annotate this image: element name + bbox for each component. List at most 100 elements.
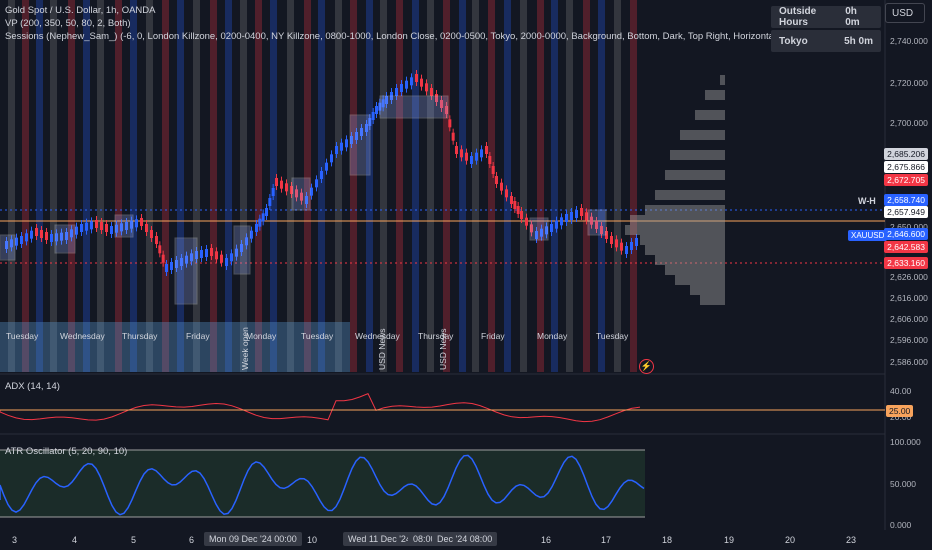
session-band bbox=[520, 0, 527, 372]
price-axis-label: 2,700.000 bbox=[890, 118, 928, 128]
usd-news-label: USD News bbox=[377, 328, 387, 370]
range-box bbox=[291, 177, 311, 211]
session-band bbox=[162, 0, 169, 372]
session-band bbox=[350, 0, 357, 372]
day-label: Thursday bbox=[122, 331, 158, 341]
price-tag: 2,658.740 bbox=[884, 194, 928, 206]
session-band bbox=[97, 0, 104, 372]
week-open-label: Week open bbox=[240, 327, 250, 370]
usd-news-label: USD News bbox=[438, 328, 448, 370]
x-axis-label: 6 bbox=[189, 535, 195, 545]
session-band bbox=[225, 0, 232, 372]
volume-profile-bar bbox=[640, 235, 725, 245]
range-box bbox=[174, 237, 198, 305]
day-label: Monday bbox=[246, 331, 277, 341]
session-band bbox=[443, 0, 450, 372]
day-label: Tuesday bbox=[6, 331, 39, 341]
adx-axis-label: 20.00 bbox=[890, 412, 912, 422]
range-box bbox=[54, 224, 76, 254]
session-band bbox=[318, 0, 325, 372]
range-box bbox=[114, 214, 134, 238]
crosshair-time-badge: Mon 09 Dec '24 00:00 bbox=[204, 532, 302, 546]
session-band bbox=[177, 0, 184, 372]
volume-profile-bar bbox=[630, 215, 725, 225]
atr-indicator-label[interactable]: ATR Oscillator (5, 20, 90, 10) bbox=[5, 446, 128, 457]
last-price-tag: 2,646.600 bbox=[884, 228, 928, 240]
currency-button[interactable]: USD bbox=[885, 3, 925, 23]
x-axis-label: 18 bbox=[662, 535, 673, 545]
atr-axis-label: 100.000 bbox=[890, 437, 921, 447]
price-axis-label: 2,586.000 bbox=[890, 357, 928, 367]
session-band bbox=[630, 0, 637, 372]
x-axis-label: 17 bbox=[601, 535, 612, 545]
session-band bbox=[472, 0, 479, 372]
price-axis-label: 2,650.000 bbox=[890, 222, 928, 232]
range-box bbox=[587, 209, 607, 236]
day-label: Wednesday bbox=[355, 331, 400, 341]
lightning-icon[interactable]: ⚡ bbox=[639, 359, 654, 374]
range-box bbox=[529, 217, 549, 241]
day-label: Wednesday bbox=[60, 331, 105, 341]
session-band bbox=[459, 0, 466, 372]
session-band bbox=[427, 0, 434, 372]
session-band bbox=[22, 0, 29, 372]
volume-profile-bar bbox=[655, 255, 725, 265]
range-box bbox=[0, 234, 16, 261]
adx-line bbox=[0, 393, 641, 423]
volume-profile-bar bbox=[680, 130, 725, 140]
atr-band bbox=[0, 450, 645, 517]
session-row-tokyo: Tokyo 5h 0m bbox=[771, 30, 881, 52]
session-band bbox=[366, 0, 373, 372]
volume-profile-bar bbox=[720, 75, 725, 85]
volume-profile-bar bbox=[665, 170, 725, 180]
vp-indicator-label[interactable]: VP (200, 350, 50, 80, 2, Both) bbox=[5, 18, 131, 29]
atr-line bbox=[0, 454, 645, 516]
symbol-tag: XAUUSD bbox=[848, 230, 888, 241]
session-label: Tokyo bbox=[779, 35, 808, 47]
range-box bbox=[379, 95, 449, 119]
price-tag: 2,675.866 bbox=[884, 161, 928, 173]
x-axis-label: 5 bbox=[131, 535, 137, 545]
session-band bbox=[335, 0, 342, 372]
x-axis-label: 4 bbox=[72, 535, 78, 545]
price-tag: 2,633.160 bbox=[884, 257, 928, 269]
session-band bbox=[537, 0, 544, 372]
volume-profile-bar bbox=[705, 90, 725, 100]
symbol-title: Gold Spot / U.S. Dollar, 1h, OANDA bbox=[5, 5, 156, 16]
day-label: Friday bbox=[481, 331, 505, 341]
x-axis-label: 20 bbox=[785, 535, 796, 545]
atr-axis-label: 0.000 bbox=[890, 520, 912, 530]
volume-profile-bar bbox=[655, 190, 725, 200]
volume-profile-bar bbox=[690, 285, 725, 295]
adx-indicator-label[interactable]: ADX (14, 14) bbox=[5, 381, 60, 392]
day-block bbox=[0, 322, 350, 372]
session-band bbox=[68, 0, 75, 372]
session-value: 5h 0m bbox=[844, 35, 873, 47]
sessions-indicator-label[interactable]: Sessions (Nephew_Sam_) (-6, 0, London Ki… bbox=[5, 31, 856, 42]
price-axis-label: 2,626.000 bbox=[890, 272, 928, 282]
adx-level-tag: 25.00 bbox=[886, 405, 914, 417]
session-band bbox=[566, 0, 573, 372]
atr-axis-label: 50.000 bbox=[890, 479, 916, 489]
crosshair-time-badge: Wed 11 Dec '24 bbox=[343, 532, 416, 546]
session-band bbox=[8, 0, 15, 372]
price-tag: 2,685.206 bbox=[884, 148, 928, 160]
session-row-outside-hours: Outside Hours 0h 0m bbox=[771, 6, 881, 28]
day-label: Monday bbox=[537, 331, 568, 341]
x-axis-label: 16 bbox=[541, 535, 552, 545]
day-label: Thursday bbox=[418, 331, 454, 341]
x-axis-label: 3 bbox=[12, 535, 18, 545]
session-band bbox=[36, 0, 43, 372]
x-axis-label: 10 bbox=[307, 535, 318, 545]
day-label: Tuesday bbox=[301, 331, 334, 341]
session-band bbox=[255, 0, 262, 372]
volume-profile-bar bbox=[645, 245, 725, 255]
session-band bbox=[304, 0, 311, 372]
session-band bbox=[240, 0, 247, 372]
range-box bbox=[233, 225, 251, 275]
session-band bbox=[614, 0, 621, 372]
price-axis-label: 2,616.000 bbox=[890, 293, 928, 303]
price-axis-label: 2,740.000 bbox=[890, 36, 928, 46]
crosshair-time-badge: Dec '24 08:00 bbox=[432, 532, 498, 546]
